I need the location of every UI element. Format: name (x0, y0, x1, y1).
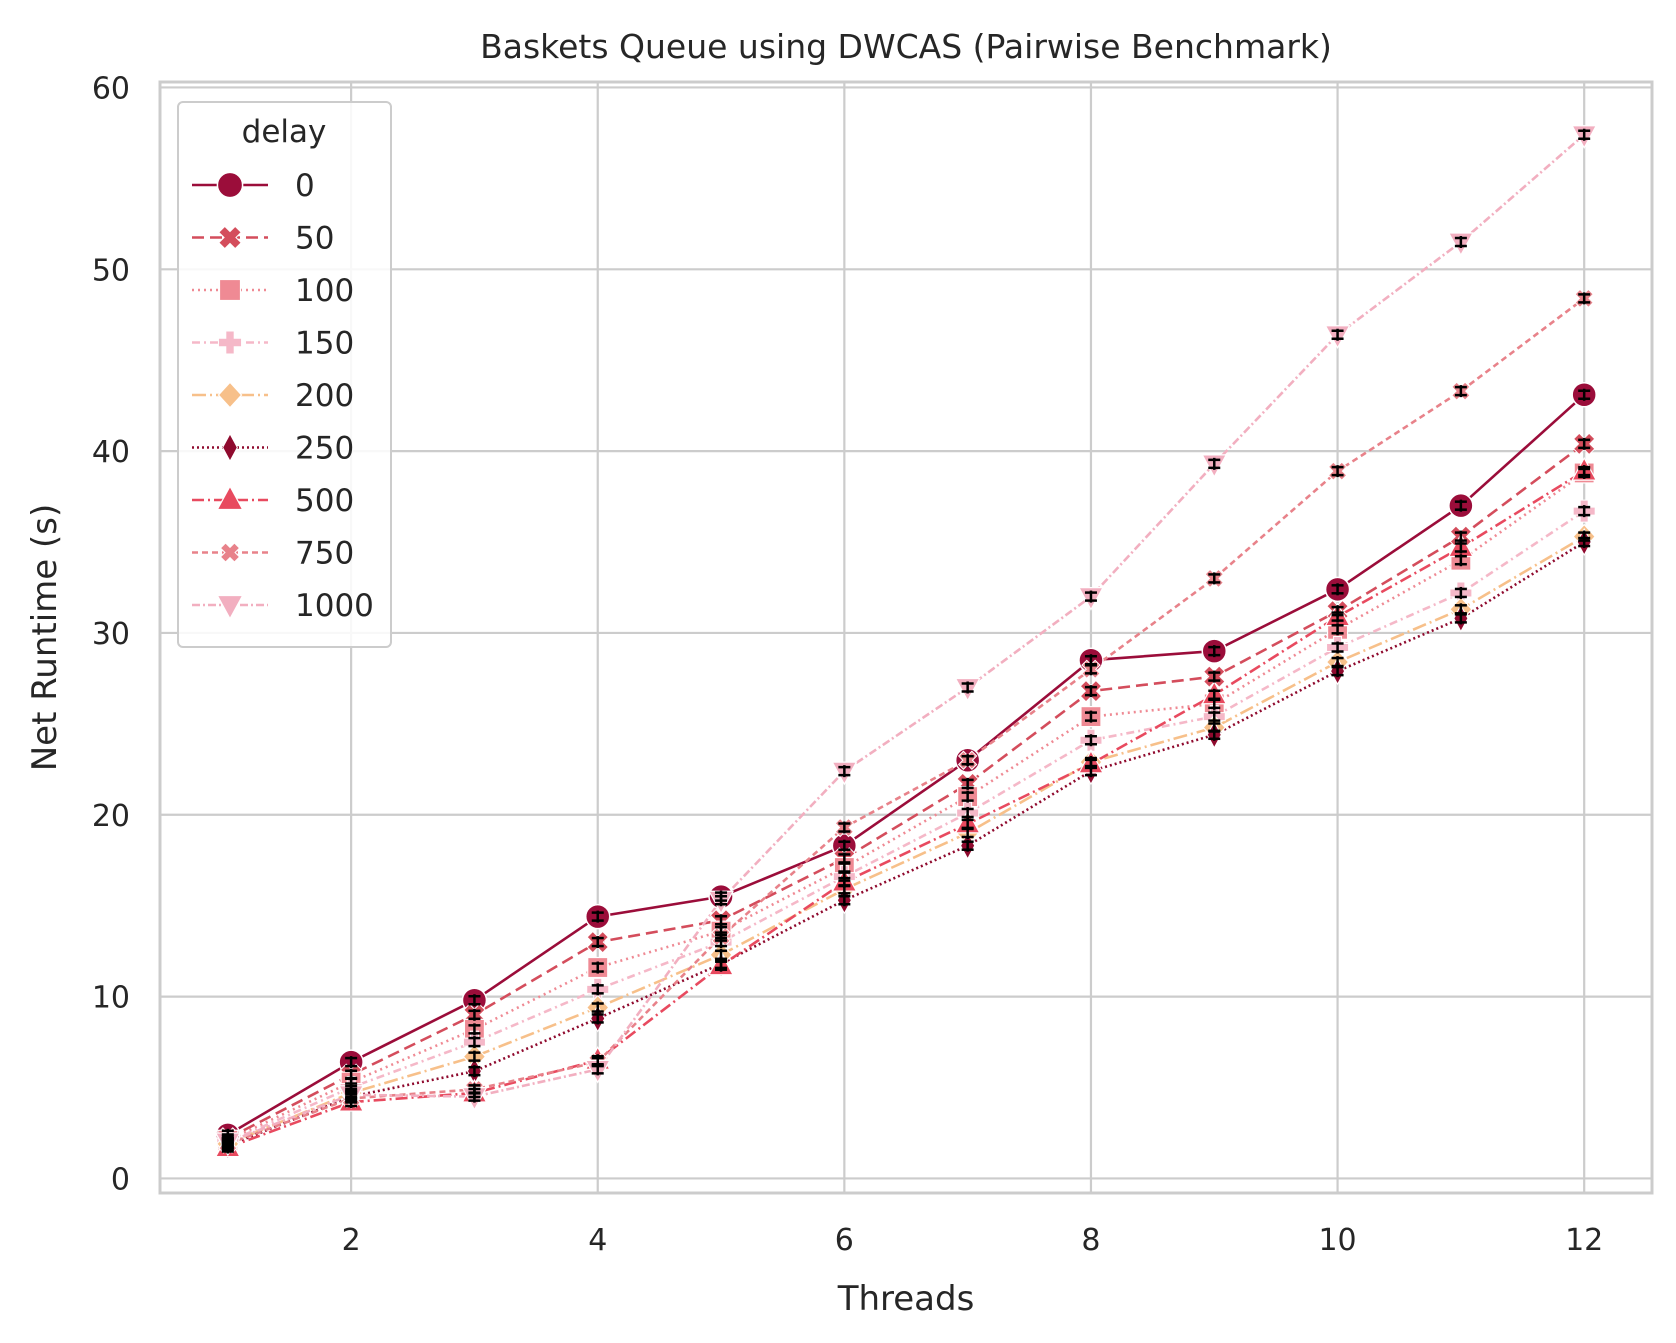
legend-marker-100 (218, 278, 242, 302)
legend-label-0: 0 (295, 168, 315, 204)
y-tick-label-0: 0 (111, 1162, 130, 1197)
series-line-150 (227, 510, 1585, 1144)
x-tick-label-10: 10 (1318, 1223, 1356, 1258)
y-tick-label-60: 60 (92, 71, 130, 106)
legend-marker-50 (218, 225, 242, 250)
legend-label-50: 50 (295, 221, 334, 257)
legend-label-250: 250 (295, 431, 354, 467)
legend-item-150: 150 (192, 326, 354, 362)
legend-item-500: 500 (192, 483, 354, 519)
y-axis-title: Net Runtime (s) (25, 504, 65, 772)
legend-marker-750 (219, 542, 241, 563)
legend-marker-0 (216, 171, 244, 199)
legend-item-750: 750 (192, 536, 354, 572)
legend-marker-1000 (216, 594, 244, 620)
error-bars (221, 128, 1591, 1154)
legend-item-200: 200 (192, 378, 354, 414)
legend-label-200: 200 (295, 378, 354, 414)
legend-title: delay (242, 114, 327, 150)
plot-frame (158, 80, 1654, 1195)
legend-label-500: 500 (295, 483, 354, 519)
x-tick-label-6: 6 (835, 1223, 854, 1258)
x-tick-labels: 2 4 6 8 10 12 (342, 1223, 1604, 1258)
legend-marker-150 (217, 330, 243, 355)
x-axis-title: Threads (837, 1279, 975, 1319)
x-tick-label-12: 12 (1565, 1223, 1603, 1258)
chart-title: Baskets Queue using DWCAS (Pairwise Benc… (480, 27, 1332, 66)
legend-item-0: 0 (192, 168, 315, 204)
y-tick-label-50: 50 (92, 253, 130, 288)
series-line-50 (227, 442, 1585, 1140)
legend: delay 0 50 100 150 200 250 500 750 1000 (177, 101, 392, 648)
legend-marker-500 (216, 485, 244, 511)
legend-item-250: 250 (192, 431, 354, 467)
legend-label-750: 750 (295, 536, 354, 572)
legend-marker-200 (217, 381, 243, 409)
x-tick-label-4: 4 (588, 1223, 607, 1258)
y-tick-label-10: 10 (92, 981, 130, 1016)
x-tick-label-8: 8 (1081, 1223, 1100, 1258)
series-line-1000 (227, 133, 1586, 1144)
series-line-750 (227, 297, 1585, 1146)
legend-items: 0 50 100 150 200 250 500 750 1000 (192, 168, 374, 624)
y-tick-label-30: 30 (92, 617, 130, 652)
legend-label-100: 100 (295, 273, 354, 309)
y-tick-label-40: 40 (92, 435, 130, 470)
series-line-500 (227, 469, 1585, 1149)
y-tick-label-20: 20 (92, 799, 130, 834)
legend-label-1000: 1000 (295, 588, 374, 624)
series-line-200 (227, 535, 1585, 1146)
legend-item-100: 100 (192, 273, 354, 309)
series-lines (227, 133, 1586, 1149)
legend-label-150: 150 (295, 326, 354, 362)
legend-item-1000: 1000 (192, 588, 374, 624)
legend-item-50: 50 (192, 221, 334, 257)
x-tick-label-2: 2 (342, 1223, 361, 1258)
y-tick-labels: 0 10 20 30 40 50 60 (92, 71, 130, 1197)
series-line-0 (227, 393, 1586, 1136)
legend-marker-250 (222, 432, 238, 463)
